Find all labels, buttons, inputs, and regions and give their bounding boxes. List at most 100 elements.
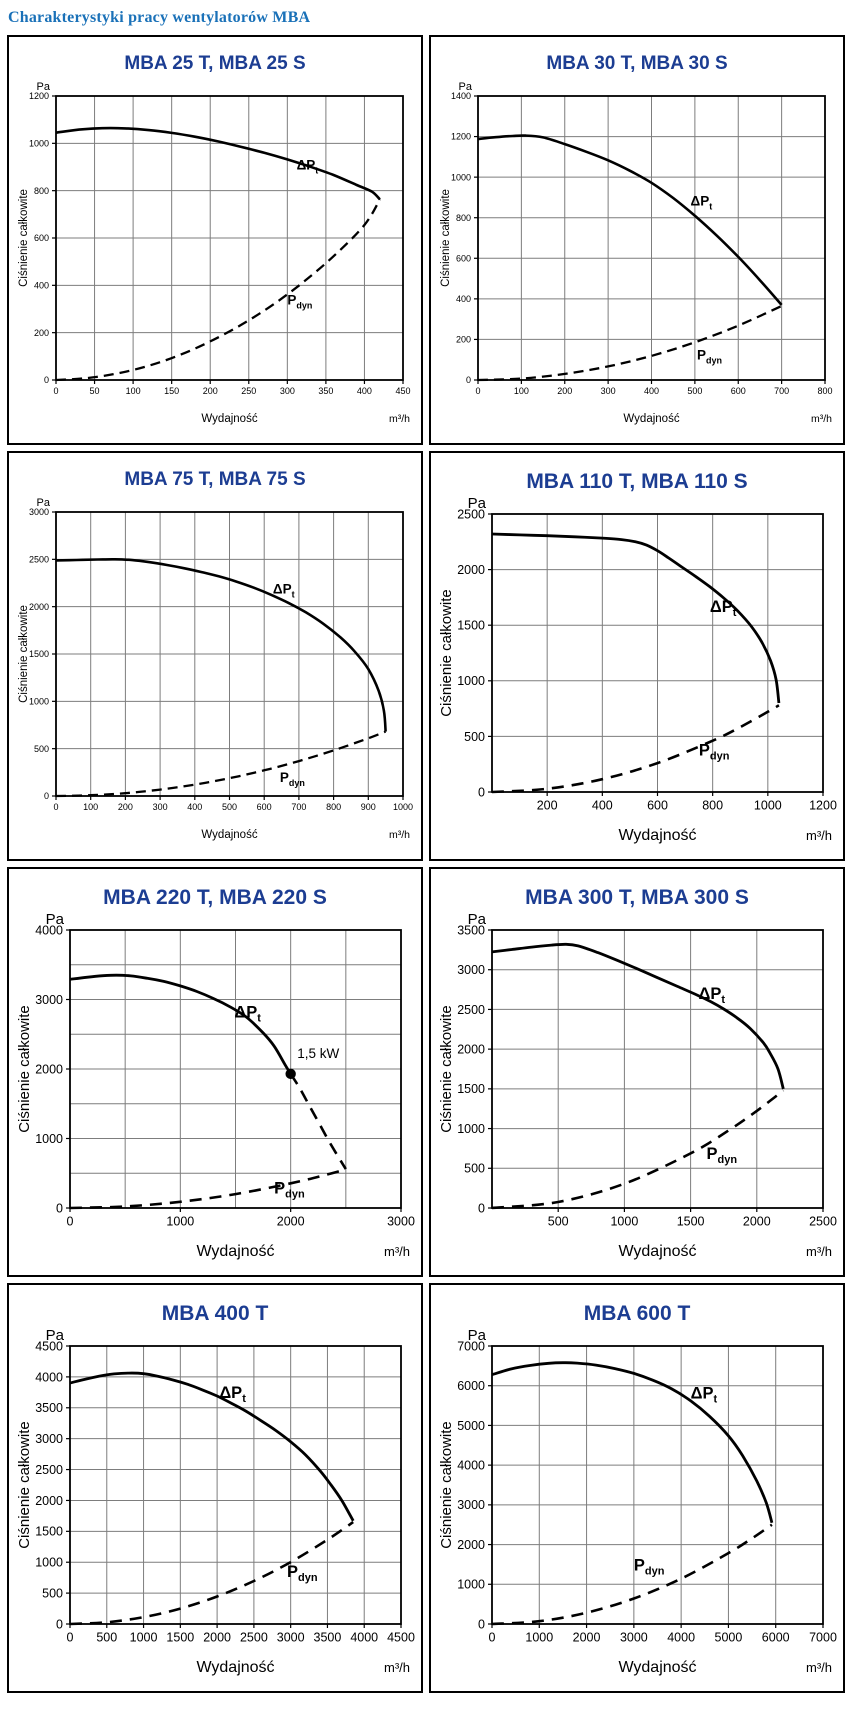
y-tick-label: 1500 xyxy=(35,1525,63,1539)
x-tick-label: 3000 xyxy=(620,1631,648,1645)
grid xyxy=(55,95,404,381)
chart-panel: MBA 400 T 0 500 1000 1500 2000 2500 3000 3500 400… xyxy=(7,1283,423,1693)
x-tick-label: 1000 xyxy=(754,799,782,813)
x-axis-labels: 0 50 100 150 200 250 300 350 400 450 xyxy=(53,386,410,396)
dpt-curve xyxy=(69,1371,355,1522)
unit-label: m³/h xyxy=(806,1244,832,1259)
x-tick-label: 4500 xyxy=(387,1631,415,1645)
chart-title: MBA 75 T, MBA 75 S xyxy=(124,469,306,490)
x-tick-label: 500 xyxy=(548,1215,569,1229)
y-tick-label: 500 xyxy=(34,744,49,754)
y-tick-label: 2500 xyxy=(457,507,485,521)
x-axis-labels: 200 400 600 800 1000 1200 xyxy=(537,799,837,813)
x-axis-title: Wydajność xyxy=(196,1659,274,1676)
x-tick-label: 1000 xyxy=(610,1215,638,1229)
y-axis-title: Ciśnienie całkowite xyxy=(438,1005,455,1133)
y-tick-label: 1200 xyxy=(29,91,49,101)
x-tick-label: 400 xyxy=(644,386,659,396)
x-tick-label: 800 xyxy=(702,799,723,813)
y-axis-title: Ciśnienie całkowite xyxy=(18,189,30,287)
pdyn-curve-label: Pdyn xyxy=(699,741,730,762)
power-annotation: 1,5 kW xyxy=(297,1046,339,1061)
y-tick-label: 4500 xyxy=(35,1339,63,1353)
y-axis-labels: 0 1000 2000 3000 4000 5000 6000 7000 xyxy=(457,1339,485,1631)
x-tick-label: 700 xyxy=(291,802,306,812)
chart-svg: 0 500 1000 1500 2000 2500 3000 3500 4000 4500 0 500… xyxy=(16,1327,415,1676)
pa-unit-label: Pa xyxy=(468,1327,487,1344)
y-tick-label: 1500 xyxy=(457,619,485,633)
chart-title: MBA 110 T, MBA 110 S xyxy=(526,470,748,493)
y-tick-label: 400 xyxy=(456,294,471,304)
x-tick-label: 350 xyxy=(318,386,333,396)
pdyn-curve-label: Pdyn xyxy=(634,1556,665,1577)
pa-unit-label: Pa xyxy=(37,81,51,93)
plot-border xyxy=(491,1345,824,1625)
y-axis-title: Ciśnienie całkowite xyxy=(18,605,30,703)
axis-ticks xyxy=(488,1345,824,1629)
x-tick-label: 200 xyxy=(537,799,558,813)
chart-title: MBA 30 T, MBA 30 S xyxy=(546,53,728,74)
x-tick-label: 2500 xyxy=(809,1215,837,1229)
x-tick-label: 0 xyxy=(53,386,58,396)
y-tick-label: 3000 xyxy=(35,993,63,1007)
x-tick-label: 150 xyxy=(164,386,179,396)
pa-unit-label: Pa xyxy=(468,911,487,928)
x-tick-label: 3000 xyxy=(277,1631,305,1645)
unit-label: m³/h xyxy=(389,413,410,425)
x-axis-labels: 0 1000 2000 3000 xyxy=(67,1215,415,1229)
plot-border xyxy=(491,929,824,1209)
axis-ticks xyxy=(474,95,826,384)
x-tick-label: 300 xyxy=(601,386,616,396)
y-tick-label: 2000 xyxy=(35,1494,63,1508)
y-tick-label: 2000 xyxy=(35,1062,63,1076)
x-tick-label: 400 xyxy=(187,802,202,812)
y-tick-label: 800 xyxy=(34,186,49,196)
pdyn-curve xyxy=(491,1089,785,1210)
chart-svg: 0 100 200 300 400 500 600 700 800 0 200 400 600 800 10… xyxy=(440,81,833,425)
unit-label: m³/h xyxy=(811,413,832,425)
y-tick-label: 3000 xyxy=(29,507,49,517)
y-tick-label: 1400 xyxy=(451,91,471,101)
y-axis-title: Ciśnienie całkowite xyxy=(16,1005,33,1133)
y-tick-label: 1000 xyxy=(457,674,485,688)
dpt-curve xyxy=(491,942,785,1090)
pdyn-curve xyxy=(55,730,387,798)
dpt-curve-label: ΔPt xyxy=(710,598,737,619)
x-tick-label: 100 xyxy=(126,386,141,396)
pdyn-curve xyxy=(69,1168,347,1210)
pdyn-curve-label: Pdyn xyxy=(287,292,312,310)
x-tick-label: 2500 xyxy=(240,1631,268,1645)
chart-svg: 0 1000 2000 3000 4000 5000 6000 7000 0 1000 2000 30… xyxy=(438,1327,837,1676)
x-tick-label: 0 xyxy=(53,802,58,812)
y-tick-label: 3500 xyxy=(35,1401,63,1415)
unit-label: m³/h xyxy=(389,829,410,841)
dpt-curve xyxy=(491,532,781,704)
pdyn-curve-label: Pdyn xyxy=(287,1563,318,1584)
pdyn-curve xyxy=(69,1521,354,1626)
dpt-curve-label: ΔPt xyxy=(234,1004,261,1025)
x-tick-label: 1000 xyxy=(393,802,413,812)
pdyn-curve xyxy=(477,304,783,382)
axis-ticks xyxy=(52,511,404,800)
grid xyxy=(55,511,404,797)
x-axis-labels: 0 500 1000 1500 2000 2500 3000 3500 4000 4500 xyxy=(67,1631,415,1645)
x-tick-label: 900 xyxy=(361,802,376,812)
y-axis-labels: 0 500 1000 1500 2000 2500 3000 xyxy=(29,507,49,801)
y-axis-title: Ciśnienie całkowite xyxy=(16,1421,33,1549)
dpt-curve xyxy=(55,126,381,201)
y-tick-label: 1000 xyxy=(451,172,471,182)
y-tick-label: 0 xyxy=(478,1201,485,1215)
x-tick-label: 3500 xyxy=(314,1631,342,1645)
axis-ticks xyxy=(52,95,404,384)
dpt-curve-label: ΔPt xyxy=(691,1385,718,1406)
x-tick-label: 450 xyxy=(395,386,410,396)
y-tick-label: 0 xyxy=(44,375,49,385)
dpt-stall-curve xyxy=(289,1073,347,1170)
x-tick-label: 600 xyxy=(257,802,272,812)
x-axis-labels: 0 1000 2000 3000 4000 5000 6000 7000 xyxy=(489,1631,837,1645)
y-tick-label: 800 xyxy=(456,213,471,223)
x-tick-label: 400 xyxy=(357,386,372,396)
x-tick-label: 0 xyxy=(67,1215,74,1229)
x-tick-label: 250 xyxy=(241,386,256,396)
